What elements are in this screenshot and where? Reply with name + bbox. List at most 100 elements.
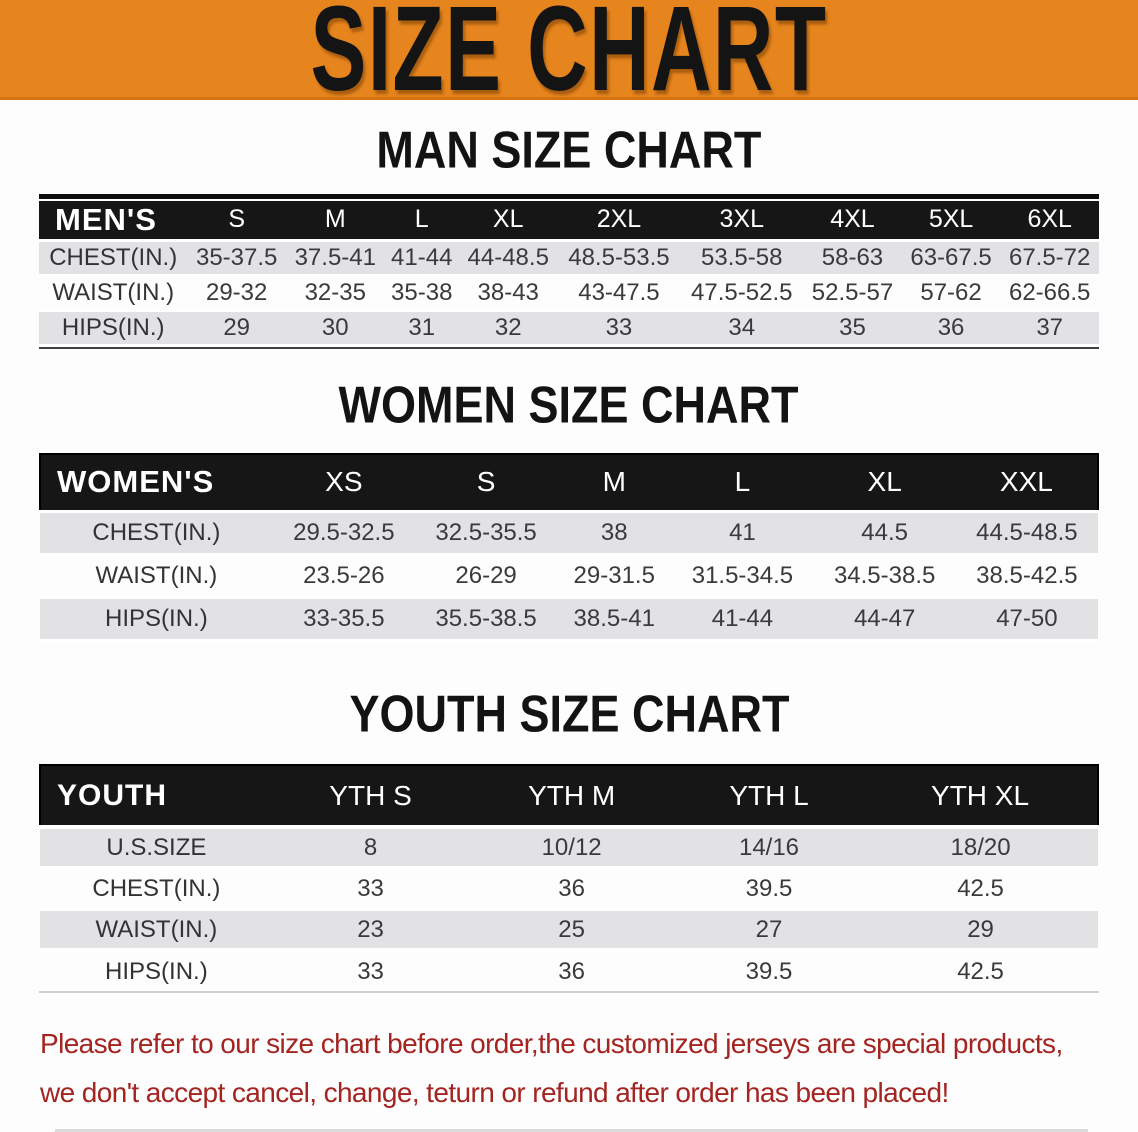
- size-value-cell: 14/16: [738, 833, 800, 861]
- size-value-cell: 32-35: [304, 278, 366, 306]
- size-value-cell: 41: [729, 519, 756, 546]
- measure-row-label: CHEST(IN.): [49, 243, 178, 271]
- table-row: CHEST(IN.) 35-37.5 37.5-41 41-44 44-48.5 48.5…: [39, 240, 1099, 275]
- youth-size-table-wrap: YOUTH YTH S YTH M YTH L YTH XL U.S.SIZE 8 10/12…: [39, 764, 1099, 993]
- size-value-cell: 38.5-42.5: [976, 562, 1078, 589]
- size-column-header: M: [285, 201, 385, 240]
- size-value-cell: 33: [357, 874, 384, 902]
- size-value-cell: 26-29: [455, 562, 517, 589]
- women-section-heading: WOMEN SIZE CHART: [0, 375, 1138, 434]
- size-value-cell: 33-35.5: [303, 605, 385, 632]
- size-value-cell: 35-37.5: [195, 243, 278, 271]
- size-value-cell: 29: [967, 915, 994, 943]
- size-value-cell: 8: [363, 833, 378, 861]
- size-value-cell: 25: [558, 915, 585, 943]
- size-column-header: 6XL: [1000, 201, 1099, 240]
- table-row: HIPS(IN.) 33 36 39.5 42.5: [40, 950, 1098, 991]
- size-column-header: 2XL: [557, 201, 681, 240]
- size-value-cell: 41-44: [711, 605, 774, 632]
- size-value-cell: 44.5-48.5: [976, 519, 1078, 546]
- men-heading-text: MAN SIZE CHART: [376, 120, 762, 180]
- size-value-cell: 31: [408, 313, 436, 341]
- table-row: CHEST(IN.) 29.5-32.5 32.5-35.5 38 41 44.5 44.5…: [40, 511, 1098, 555]
- size-value-cell: 38-43: [477, 278, 539, 306]
- size-value-cell: 35-38: [391, 278, 453, 306]
- size-value-cell: 18/20: [950, 833, 1011, 861]
- women-heading-text: WOMEN SIZE CHART: [339, 375, 799, 434]
- size-value-cell: 39.5: [745, 874, 793, 902]
- measure-row-label: U.S.SIZE: [106, 833, 207, 861]
- size-value-cell: 44-48.5: [467, 243, 549, 271]
- youth-section: YOUTH SIZE CHART YOUTH YTH S YTH M YTH L YTH…: [0, 687, 1138, 993]
- size-value-cell: 36: [558, 874, 585, 902]
- women-section: WOMEN SIZE CHART WOMEN'S XS S M L XL XXL CHEST(…: [0, 375, 1138, 643]
- size-column-header: M: [557, 452, 672, 513]
- size-value-cell: 63-67.5: [910, 243, 992, 271]
- measure-row-label: HIPS(IN.): [105, 957, 208, 985]
- size-column-header: L: [671, 452, 814, 513]
- size-value-cell: 27: [755, 915, 783, 943]
- size-value-cell: 37: [1036, 313, 1064, 341]
- table-title-cell: WOMEN'S: [39, 452, 273, 513]
- size-value-cell: 42.5: [957, 957, 1004, 985]
- measure-row-label: CHEST(IN.): [92, 874, 221, 902]
- measure-row-label: WAIST(IN.): [52, 278, 175, 306]
- disclaimer-line-1: Please refer to our size chart before or…: [40, 1028, 1063, 1059]
- size-value-cell: 33: [605, 313, 633, 341]
- table-row: HIPS(IN.) 29 30 31 32 33 34 35 36 37: [39, 310, 1099, 345]
- size-value-cell: 58-63: [821, 243, 884, 271]
- size-value-cell: 32: [494, 313, 522, 341]
- size-value-cell: 67.5-72: [1008, 243, 1091, 271]
- women-size-table-wrap: WOMEN'S XS S M L XL XXL CHEST(IN.) 29.5-32.5 32.5…: [39, 452, 1100, 643]
- size-column-header: XXL: [955, 452, 1100, 513]
- size-value-cell: 23: [357, 915, 384, 943]
- size-column-header: S: [414, 452, 558, 513]
- size-value-cell: 39.5: [745, 957, 793, 985]
- size-value-cell: 41-44: [391, 243, 453, 271]
- women-size-table: WOMEN'S XS S M L XL XXL CHEST(IN.) 29.5-32.5 32.5…: [39, 452, 1100, 643]
- size-value-cell: 47.5-52.5: [691, 278, 793, 306]
- size-column-header: YTH M: [468, 764, 675, 828]
- size-column-header: XS: [272, 452, 415, 513]
- table-row: WAIST(IN.) 29-32 32-35 35-38 38-43 43-47.5 47.…: [39, 275, 1099, 310]
- table-row: WAIST(IN.) 23 25 27 29: [40, 909, 1098, 950]
- measure-row-label: WAIST(IN.): [95, 915, 218, 943]
- size-value-cell: 36: [558, 957, 585, 985]
- size-value-cell: 37.5-41: [294, 243, 376, 271]
- size-value-cell: 62-66.5: [1008, 278, 1091, 306]
- size-value-cell: 34: [728, 313, 756, 341]
- men-section: MAN SIZE CHART MEN'S S M L XL 2XL 3XL 4XL 5XL 6XL…: [0, 120, 1138, 349]
- size-value-cell: 32.5-35.5: [435, 519, 537, 546]
- youth-size-table: YOUTH YTH S YTH M YTH L YTH XL U.S.SIZE 8 10/12…: [39, 764, 1099, 991]
- men-section-heading: MAN SIZE CHART: [0, 120, 1138, 180]
- size-value-cell: 35.5-38.5: [435, 605, 537, 632]
- size-value-cell: 31.5-34.5: [691, 562, 794, 589]
- measure-row-label: CHEST(IN.): [92, 519, 221, 546]
- table-row: WAIST(IN.) 23.5-26 26-29 29-31.5 31.5-34.5 34…: [40, 555, 1098, 598]
- men-size-table-wrap: MEN'S S M L XL 2XL 3XL 4XL 5XL 6XL CHEST(IN.) 35-37…: [39, 194, 1099, 349]
- disclaimer: Please refer to our size chart before or…: [40, 1019, 1138, 1117]
- size-column-header: YTH XL: [863, 764, 1099, 828]
- measure-row-label: HIPS(IN.): [105, 605, 208, 632]
- size-column-header: YTH L: [674, 764, 864, 828]
- size-table-header-row: WOMEN'S XS S M L XL XXL: [39, 452, 1100, 513]
- measure-row-label: WAIST(IN.): [95, 562, 218, 589]
- size-value-cell: 30: [321, 313, 349, 341]
- size-value-cell: 57-62: [920, 278, 982, 306]
- size-value-cell: 29-31.5: [573, 562, 655, 589]
- size-value-cell: 53.5-58: [701, 243, 783, 271]
- size-value-cell: 44-47: [853, 605, 916, 632]
- size-value-cell: 33: [357, 957, 384, 985]
- size-column-header: S: [187, 201, 286, 240]
- size-column-header: L: [384, 201, 459, 240]
- size-value-cell: 43-47.5: [578, 278, 660, 306]
- size-value-cell: 42.5: [957, 874, 1004, 902]
- size-value-cell: 38: [600, 519, 628, 546]
- size-value-cell: 29-32: [205, 278, 268, 306]
- size-value-cell: 48.5-53.5: [568, 243, 670, 271]
- banner-title: SIZE CHART: [310, 0, 828, 100]
- table-row: CHEST(IN.) 33 36 39.5 42.5: [40, 868, 1098, 909]
- size-value-cell: 52.5-57: [811, 278, 894, 306]
- size-column-header: XL: [458, 201, 558, 240]
